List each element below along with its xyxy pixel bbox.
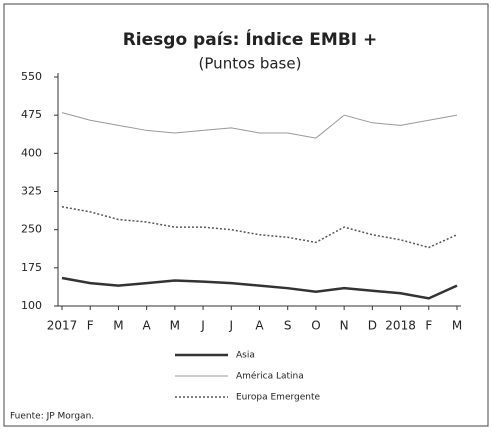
y-tick-label: 550 bbox=[21, 70, 42, 83]
x-tick-label: J bbox=[229, 319, 234, 333]
series-line bbox=[61, 276, 458, 300]
legend-label: América Latina bbox=[236, 371, 304, 382]
x-tick-label: F bbox=[425, 319, 432, 333]
frame bbox=[3, 3, 489, 427]
series-line bbox=[61, 112, 458, 139]
series-line bbox=[61, 206, 458, 249]
x-tick-label: 2017 bbox=[47, 319, 78, 333]
x-tick-label: O bbox=[311, 319, 320, 333]
legend-label: Europa Emergente bbox=[236, 393, 321, 403]
chart-subtitle: (Puntos base) bbox=[199, 55, 302, 73]
x-tick-label: A bbox=[143, 319, 152, 333]
y-tick-label: 475 bbox=[21, 108, 42, 121]
y-tick-label: 400 bbox=[21, 146, 42, 159]
y-tick-label: 325 bbox=[21, 185, 42, 198]
y-tick-label: 250 bbox=[21, 223, 42, 236]
y-tick-label: 100 bbox=[21, 299, 42, 312]
x-tick-label: N bbox=[340, 319, 349, 333]
x-tick-label: S bbox=[284, 319, 292, 333]
x-tick-label: F bbox=[87, 319, 94, 333]
x-tick-label: D bbox=[368, 319, 377, 333]
x-tick-label: M bbox=[113, 319, 123, 333]
x-tick-label: M bbox=[452, 319, 462, 333]
y-tick-label: 175 bbox=[21, 261, 42, 274]
x-tick-label: A bbox=[255, 319, 264, 333]
x-tick-label: 2018 bbox=[385, 319, 416, 333]
chart-title: Riesgo país: Índice EMBI + bbox=[123, 28, 378, 50]
legend-label: Asia bbox=[236, 351, 255, 361]
x-tick-label: M bbox=[170, 319, 180, 333]
x-tick-label: J bbox=[200, 319, 205, 333]
source: Fuente: JP Morgan. bbox=[10, 412, 94, 422]
